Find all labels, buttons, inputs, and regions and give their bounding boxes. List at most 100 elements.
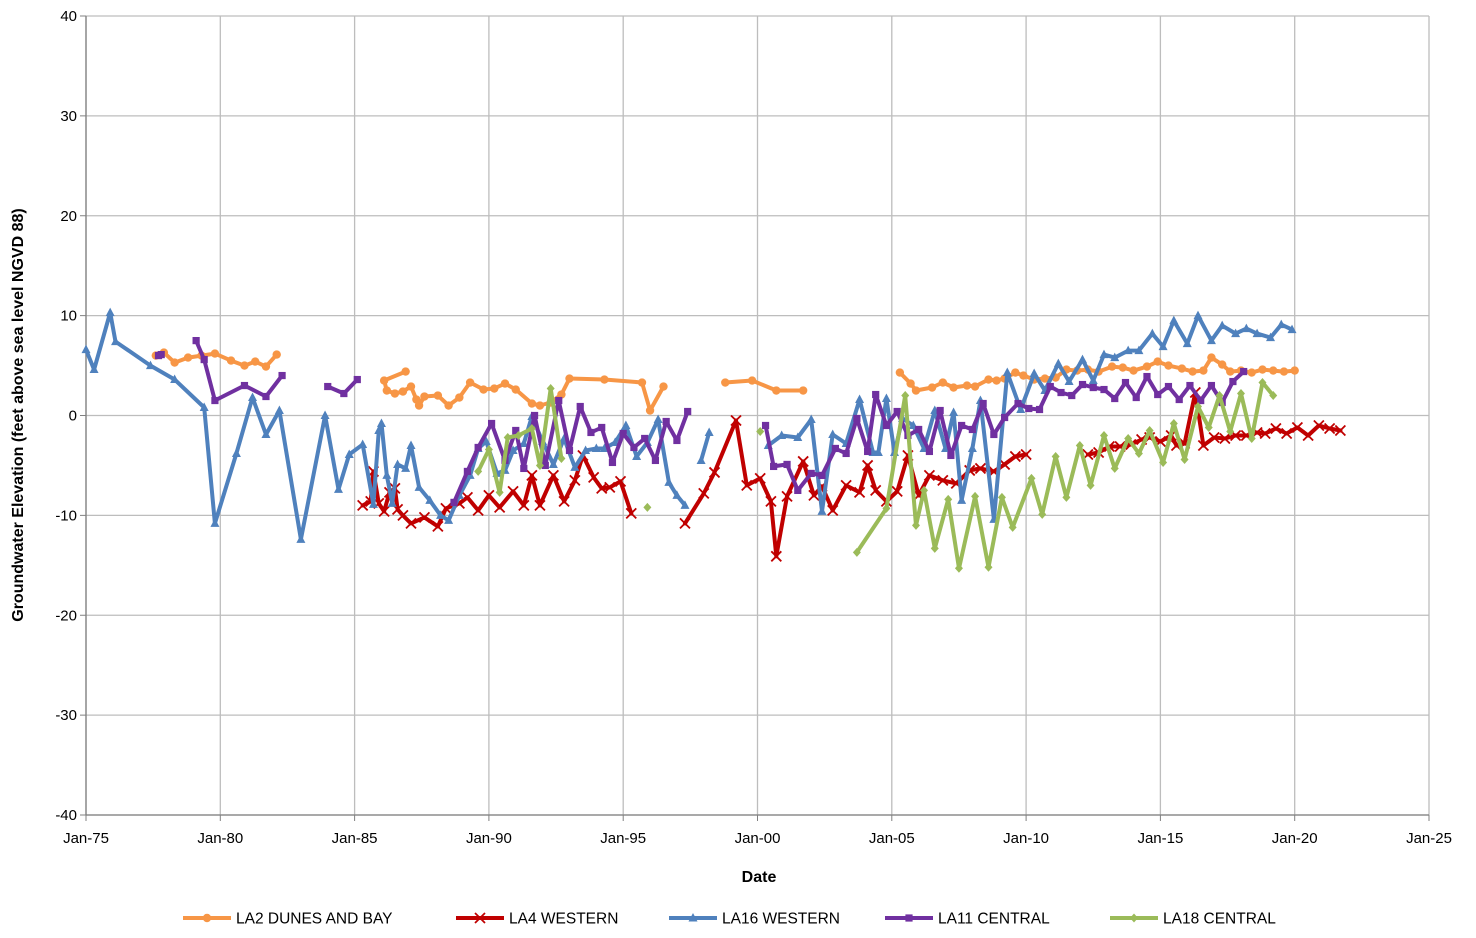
data-point	[390, 389, 400, 398]
y-tick-label: 30	[60, 108, 77, 125]
legend-item: LA16 WESTERN	[669, 911, 840, 928]
data-point	[1169, 418, 1178, 428]
data-point	[662, 417, 670, 426]
data-point	[798, 386, 808, 395]
data-point	[414, 401, 424, 410]
data-point	[1194, 402, 1203, 412]
data-point	[1057, 388, 1065, 397]
data-point	[1259, 427, 1271, 440]
data-point	[958, 421, 966, 430]
data-point	[893, 407, 901, 416]
data-point	[183, 353, 193, 362]
data-point	[200, 355, 208, 364]
data-point	[1020, 448, 1032, 461]
data-point	[382, 470, 392, 479]
data-point	[1290, 366, 1299, 375]
series-layer	[81, 307, 1346, 573]
data-point	[747, 376, 757, 385]
data-point	[979, 399, 987, 408]
data-point	[621, 420, 631, 429]
data-point	[915, 425, 923, 434]
data-point	[192, 336, 200, 345]
data-point	[1001, 413, 1009, 422]
data-point	[756, 426, 765, 436]
data-point	[696, 455, 706, 464]
data-point	[272, 350, 281, 359]
legend-label: LA16 WESTERN	[722, 911, 840, 928]
data-point	[519, 438, 529, 447]
data-point	[1188, 367, 1197, 376]
data-point	[333, 484, 343, 493]
series-2	[81, 307, 1297, 543]
data-point	[625, 507, 637, 520]
data-point	[379, 376, 389, 385]
data-point	[1040, 374, 1050, 383]
data-point	[461, 491, 474, 504]
data-point	[604, 481, 616, 494]
data-point	[1110, 463, 1119, 473]
data-point	[967, 443, 977, 452]
data-point	[450, 498, 458, 506]
data-point	[1215, 391, 1224, 401]
legend-label: LA18 CENTRAL	[1163, 911, 1276, 928]
axes	[80, 15, 1430, 821]
data-point	[210, 518, 220, 527]
data-point	[1269, 391, 1278, 401]
data-point	[1100, 385, 1108, 394]
data-point	[1313, 419, 1325, 432]
data-point	[474, 443, 482, 452]
x-axis-title: Date	[742, 869, 777, 886]
data-point	[1134, 448, 1143, 458]
y-tick-label: 10	[60, 308, 77, 325]
data-point	[954, 563, 963, 573]
data-point	[1027, 473, 1036, 483]
data-point	[296, 534, 306, 543]
data-point	[1164, 382, 1173, 391]
x-tick-label: Jan-75	[63, 830, 109, 847]
data-point	[514, 430, 523, 440]
data-point	[992, 376, 1001, 385]
data-point	[1099, 430, 1108, 440]
data-point	[853, 414, 861, 423]
data-point	[251, 357, 260, 366]
data-point	[378, 505, 390, 518]
data-point	[962, 381, 972, 390]
data-point	[828, 429, 838, 438]
data-point	[248, 392, 258, 402]
data-point	[1002, 367, 1012, 377]
data-point	[1169, 315, 1179, 325]
data-point	[1016, 404, 1026, 414]
data-point	[418, 511, 431, 524]
data-point	[698, 487, 710, 500]
data-point	[673, 436, 681, 445]
data-point	[534, 499, 546, 512]
data-point	[840, 479, 852, 492]
data-point	[842, 449, 850, 458]
data-point	[526, 469, 538, 482]
data-point	[274, 405, 284, 415]
data-point	[1252, 328, 1262, 338]
data-point	[1197, 439, 1210, 452]
legend-label: LA2 DUNES AND BAY	[236, 911, 393, 928]
data-point	[990, 430, 998, 439]
data-point	[808, 489, 820, 502]
data-point	[474, 466, 483, 476]
data-point	[455, 393, 464, 402]
data-point	[817, 506, 827, 515]
data-point	[479, 385, 488, 394]
data-point	[793, 432, 803, 441]
data-point	[911, 386, 921, 395]
data-point	[548, 459, 558, 468]
data-point	[1025, 404, 1033, 413]
data-point	[1204, 422, 1213, 432]
data-point	[1186, 381, 1194, 390]
data-point	[111, 336, 121, 346]
data-point	[1075, 440, 1084, 450]
y-axis-title: Groundwater Elevation (feet above sea le…	[10, 208, 27, 621]
data-point	[651, 456, 660, 465]
x-tick-label: Jan-20	[1272, 830, 1318, 847]
data-point	[1099, 349, 1109, 359]
data-point	[591, 443, 601, 452]
series-4	[474, 378, 1278, 573]
data-point	[870, 484, 882, 497]
